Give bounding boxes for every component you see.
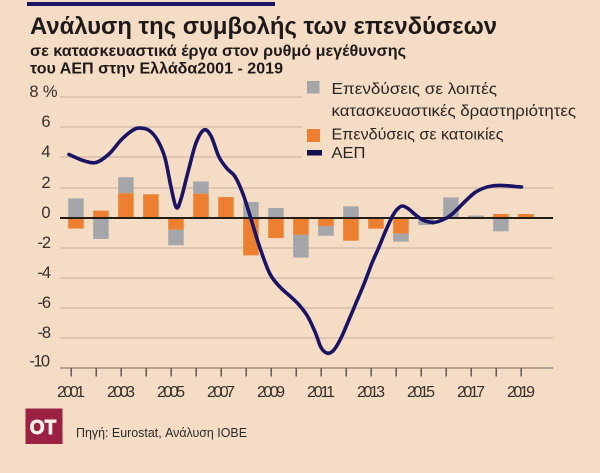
svg-text:OT: OT [30, 416, 57, 439]
svg-text:-8: -8 [38, 324, 52, 342]
svg-text:2011: 2011 [307, 384, 335, 401]
svg-text:2: 2 [41, 174, 50, 192]
svg-text:ΑΕΠ: ΑΕΠ [332, 145, 366, 162]
svg-text:2019: 2019 [507, 384, 535, 401]
svg-text:2015: 2015 [407, 384, 435, 401]
svg-text:2017: 2017 [457, 384, 485, 401]
svg-text:-2: -2 [38, 234, 52, 252]
svg-text:2009: 2009 [257, 384, 285, 401]
svg-text:-6: -6 [38, 294, 52, 312]
svg-text:-10: -10 [30, 353, 51, 371]
svg-text:2013: 2013 [357, 384, 385, 401]
svg-text:2003: 2003 [107, 384, 135, 401]
svg-text:Πηγή: Eurostat, Ανάλυση ΙΟΒΕ: Πηγή: Eurostat, Ανάλυση ΙΟΒΕ [76, 426, 247, 440]
svg-text:2007: 2007 [207, 384, 235, 401]
svg-text:κατασκευαστικές δραστηριότητες: κατασκευαστικές δραστηριότητες [332, 103, 577, 120]
svg-text:Επενδύσεις σε κατοικίες: Επενδύσεις σε κατοικίες [332, 127, 504, 144]
svg-text:Επενδύσεις σε λοιπές: Επενδύσεις σε λοιπές [332, 81, 498, 98]
svg-text:σε κατασκευαστικά έργα στον ρυ: σε κατασκευαστικά έργα στον ρυθμό μεγέθυ… [30, 43, 406, 60]
svg-text:του ΑΕΠ στην Ελλάδα2001 - 2019: του ΑΕΠ στην Ελλάδα2001 - 2019 [30, 61, 283, 78]
svg-text:8: 8 [29, 83, 38, 101]
svg-text:Ανάλυση της συμβολής των επενδ: Ανάλυση της συμβολής των επενδύσεων [30, 13, 497, 40]
svg-text:2005: 2005 [157, 384, 185, 401]
svg-text:0: 0 [41, 204, 50, 222]
svg-text:-4: -4 [38, 264, 52, 282]
svg-text:4: 4 [41, 143, 50, 161]
svg-text:%: % [43, 83, 58, 101]
svg-text:2001: 2001 [57, 384, 85, 401]
svg-text:6: 6 [41, 113, 50, 131]
